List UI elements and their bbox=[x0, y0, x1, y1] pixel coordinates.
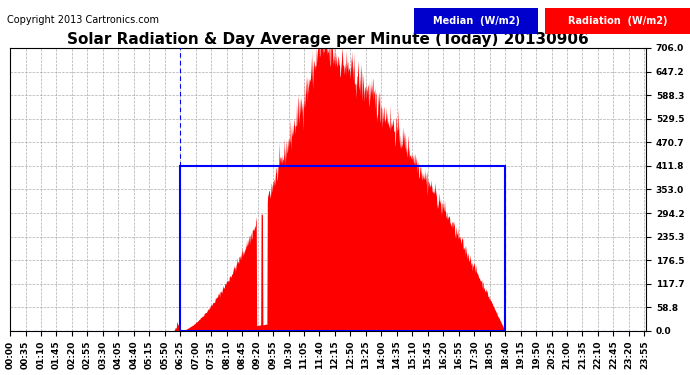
Title: Solar Radiation & Day Average per Minute (Today) 20130906: Solar Radiation & Day Average per Minute… bbox=[67, 32, 589, 47]
Text: Copyright 2013 Cartronics.com: Copyright 2013 Cartronics.com bbox=[7, 15, 159, 25]
Text: Median  (W/m2): Median (W/m2) bbox=[433, 16, 520, 26]
Text: Radiation  (W/m2): Radiation (W/m2) bbox=[568, 16, 667, 26]
Bar bbox=[180, 166, 505, 331]
